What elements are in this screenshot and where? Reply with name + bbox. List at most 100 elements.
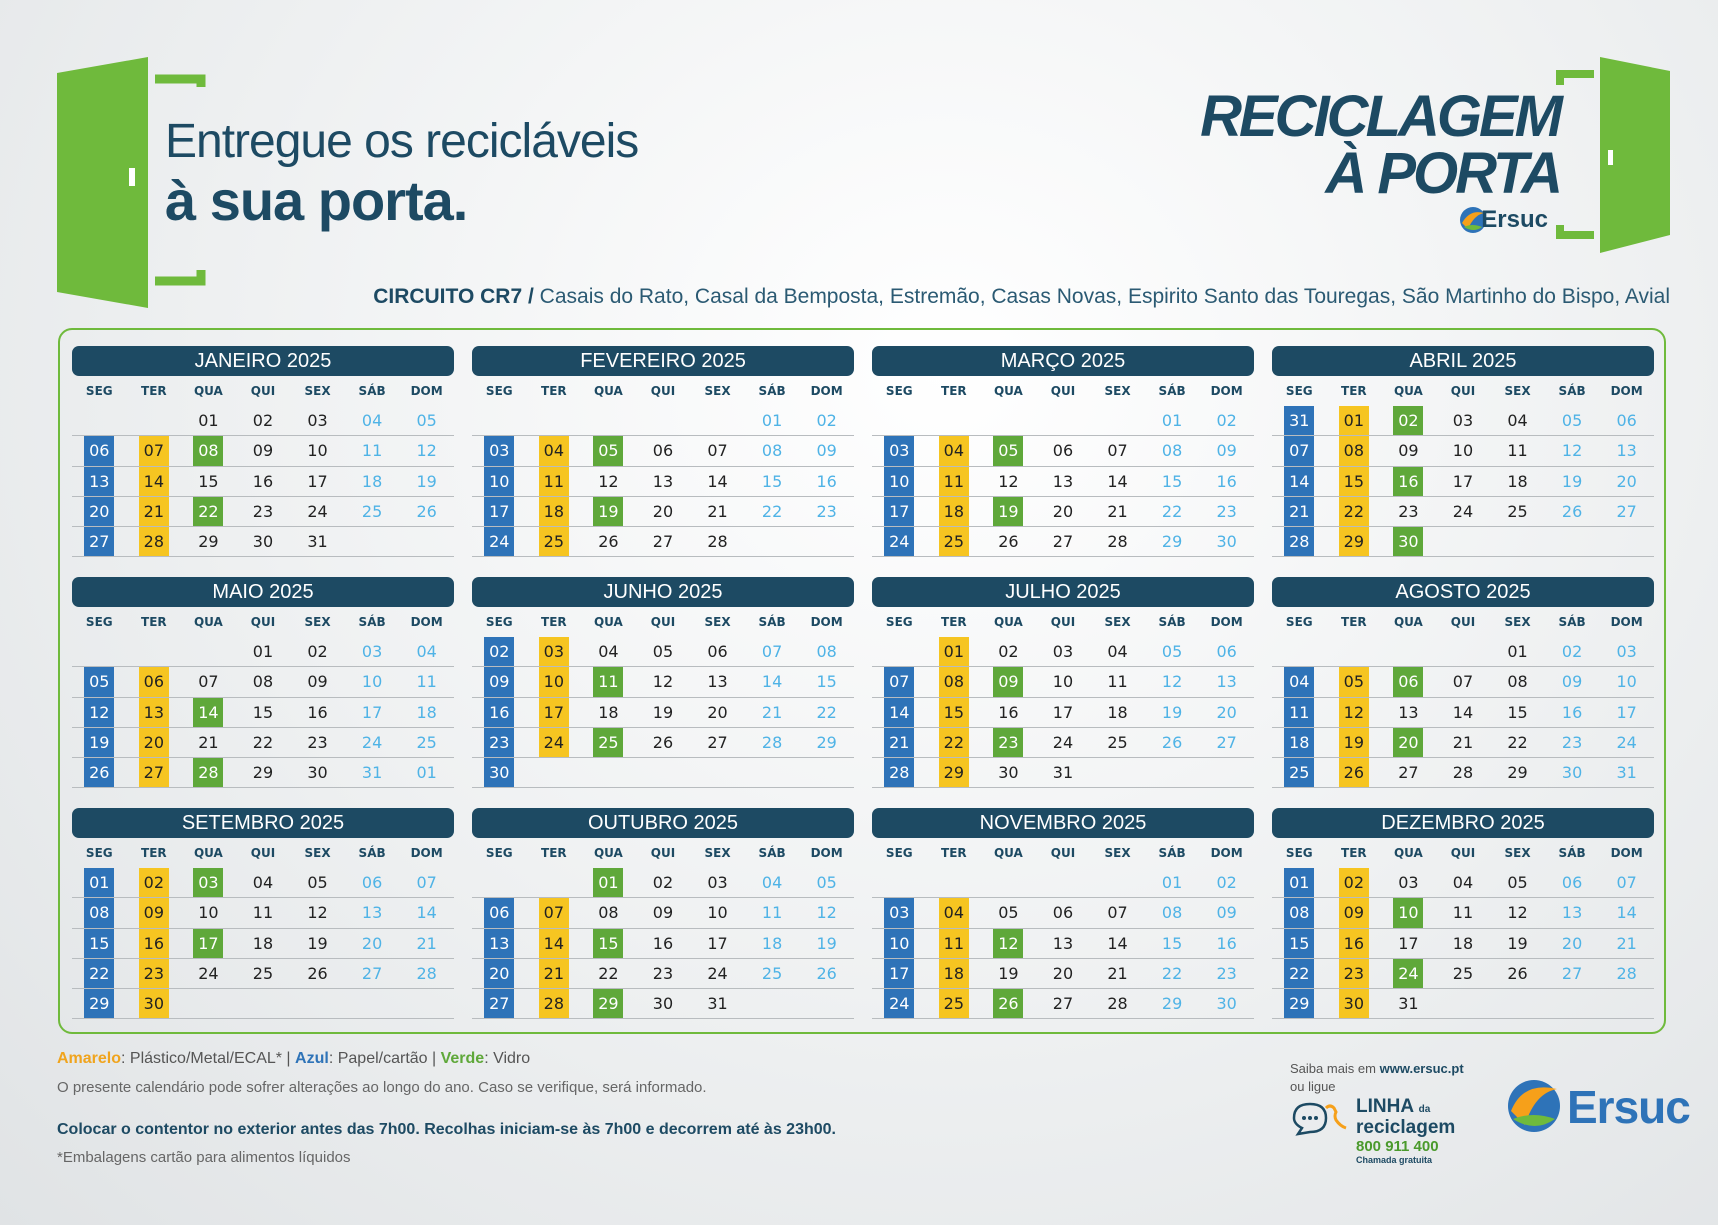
day-slot [1545, 527, 1600, 556]
weekday-label: SÁB [1558, 615, 1586, 629]
weekday-label: SEG [1285, 846, 1313, 860]
day-cell-verde: 17 [193, 928, 224, 958]
weekday-label: SÁB [358, 384, 386, 398]
day-slot: 23 [981, 727, 1036, 758]
week-row: 10 11 12 13 14 15 16 [472, 466, 854, 497]
day-slot: 10 [1036, 667, 1091, 696]
weekday-label: SEG [85, 384, 113, 398]
day-cell-empty [412, 989, 442, 1018]
day-slot [745, 758, 800, 787]
day-cell: 07 [1107, 903, 1128, 923]
day-cell-amarelo: 04 [938, 436, 969, 466]
day-cell: 20 [1052, 502, 1074, 522]
day-cell: 16 [652, 933, 674, 953]
day-slot: 27 [1199, 728, 1254, 757]
day-cell-amarelo: 24 [538, 727, 569, 758]
day-slot: 23 [636, 959, 691, 988]
day-slot: 06 [1199, 637, 1254, 666]
day-cell-weekend: 21 [1616, 933, 1637, 953]
day-slot: 07 [872, 667, 927, 697]
legend-amarelo-text: : Plástico/Metal/ECAL* | [121, 1050, 291, 1067]
day-cell-weekend: 01 [1161, 411, 1183, 431]
day-cell-weekend: 09 [1216, 903, 1237, 923]
day-cell: 10 [1052, 672, 1074, 692]
day-slot: 26 [399, 497, 454, 526]
day-slot: 19 [581, 496, 636, 527]
day-cell-azul: 03 [884, 898, 915, 928]
day-slot: 04 [927, 436, 982, 466]
more-info: Saiba mais em www.ersuc.pt ou ligue [1290, 1060, 1464, 1096]
day-cell-amarelo: 09 [138, 898, 169, 928]
day-cell-weekend: 16 [1216, 471, 1237, 491]
day-cell-empty [939, 868, 969, 897]
day-slot: 04 [1272, 667, 1327, 697]
weekday-label: QUA [593, 615, 623, 629]
day-slot: 04 [745, 868, 800, 897]
day-slot [399, 527, 454, 556]
day-cell-azul: 06 [484, 898, 515, 928]
day-cell-empty [1103, 758, 1133, 787]
day-cell-weekend: 05 [816, 873, 837, 893]
day-slot: 14 [1599, 898, 1654, 927]
day-slot [127, 406, 182, 435]
day-slot: 01 [236, 637, 291, 666]
day-slot: 24 [872, 527, 927, 557]
day-slot [690, 758, 745, 787]
day-cell-weekend: 28 [1616, 964, 1637, 984]
day-cell: 30 [307, 763, 328, 783]
day-cell-amarelo: 23 [138, 958, 169, 989]
day-cell: 31 [307, 532, 328, 552]
day-slot: 11 [399, 667, 454, 696]
day-cell-weekend: 09 [1216, 441, 1237, 461]
day-slot: 20 [472, 958, 527, 989]
day-slot: 27 [1381, 758, 1436, 787]
day-cell-weekend: 11 [361, 441, 383, 461]
weekday-label: SEX [1504, 846, 1531, 860]
day-cell: 08 [598, 903, 619, 923]
day-slot: 05 [290, 868, 345, 897]
day-slot: 05 [399, 406, 454, 435]
day-slot: 06 [1545, 868, 1600, 897]
day-cell: 07 [1452, 672, 1474, 692]
day-cell-empty [539, 406, 569, 435]
day-cell: 14 [707, 471, 728, 491]
phone-number[interactable]: 800 911 400 [1356, 1138, 1439, 1155]
day-slot [1599, 989, 1654, 1018]
day-cell-weekend: 04 [761, 873, 783, 893]
day-slot: 14 [872, 697, 927, 727]
day-cell-weekend: 02 [816, 411, 837, 431]
ersuc-logo-icon [1508, 1080, 1560, 1132]
week-row: 06 07 08 09 10 11 12 [472, 898, 854, 929]
week-row: 01 02 03 04 05 06 07 [1272, 868, 1654, 899]
day-cell-azul: 29 [1284, 989, 1315, 1019]
week-row: 18 19 20 21 22 23 24 [1272, 727, 1654, 759]
day-slot: 22 [236, 728, 291, 757]
day-cell-amarelo: 08 [1338, 436, 1369, 466]
month-title: AGOSTO 2025 [1272, 577, 1654, 607]
day-cell-empty [1612, 527, 1642, 556]
day-cell-weekend: 11 [761, 903, 783, 923]
day-cell-weekend: 26 [816, 964, 837, 984]
day-cell-azul: 02 [484, 637, 515, 667]
day-cell: 05 [1507, 873, 1528, 893]
day-slot [1145, 758, 1200, 787]
site-link[interactable]: www.ersuc.pt [1379, 1061, 1464, 1076]
weekday-label: SEG [885, 615, 913, 629]
day-cell-azul: 11 [1284, 697, 1315, 727]
tagline-line2: à sua porta. [165, 169, 468, 232]
day-cell-azul: 28 [1284, 527, 1315, 557]
day-cell-empty [812, 989, 842, 1018]
week-row: 16 17 18 19 20 21 22 [472, 697, 854, 728]
day-cell: 10 [1452, 441, 1474, 461]
day-slot: 07 [690, 436, 745, 465]
day-slot: 11 [1090, 667, 1145, 696]
day-slot: 12 [981, 467, 1036, 496]
weekday-label: SEG [1285, 615, 1313, 629]
day-slot: 21 [745, 698, 800, 727]
day-cell-weekend: 01 [416, 763, 437, 783]
week-row: 30 [472, 758, 854, 789]
day-cell-azul: 10 [884, 928, 915, 958]
legend-azul-text: : Papel/cartão | [328, 1050, 437, 1067]
day-cell-verde: 19 [993, 496, 1024, 527]
day-slot: 13 [1545, 898, 1600, 927]
